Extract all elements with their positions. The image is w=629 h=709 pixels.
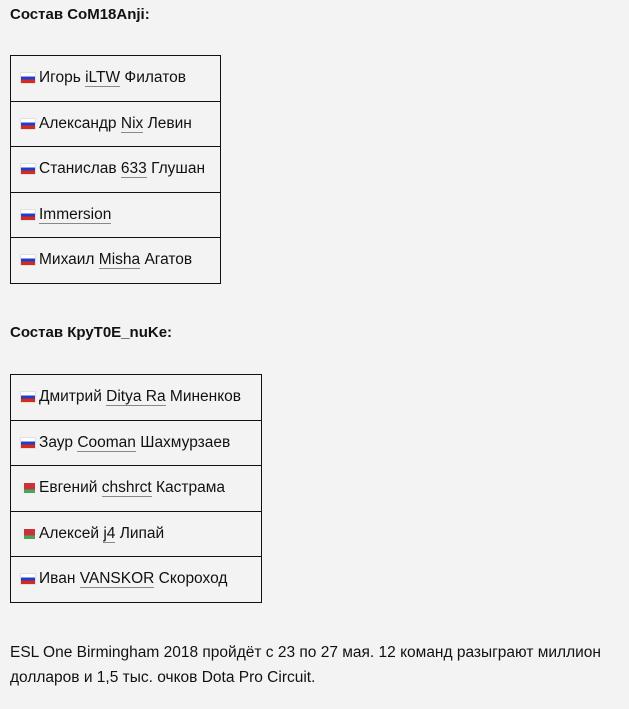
player-cell: Евгений chshrct Кастрама <box>10 465 262 512</box>
player-cell: Игорь iLTW Филатов <box>10 55 221 102</box>
russia-flag-icon <box>21 437 35 448</box>
player-first-name: Александр <box>39 114 117 132</box>
table-row: Евгений chshrct Кастрама <box>10 465 262 512</box>
player-cell: Дмитрий Ditya Ra Миненков <box>10 374 262 421</box>
player-nickname-link[interactable]: Ditya Ra <box>106 388 166 407</box>
player-nickname-link[interactable]: chshrct <box>101 479 152 498</box>
player-nickname-link[interactable]: iLTW <box>85 69 121 88</box>
table-row: Дмитрий Ditya Ra Миненков <box>10 374 262 421</box>
table-row: Станислав 633 Глушан <box>10 146 221 193</box>
player-last-name: Левин <box>147 114 192 132</box>
russia-flag-icon <box>21 164 35 175</box>
player-first-name: Евгений <box>39 479 98 497</box>
player-nickname-link[interactable]: Immersion <box>39 205 112 224</box>
player-cell: Immersion <box>10 191 221 238</box>
team-2-roster: Дмитрий Ditya Ra Миненков Заур Cooman Шах… <box>10 374 262 603</box>
player-nickname-link[interactable]: Nix <box>120 114 144 133</box>
player-first-name: Игорь <box>39 69 81 87</box>
player-last-name: Шахмурзаев <box>140 433 231 451</box>
player-last-name: Липай <box>119 524 165 542</box>
player-last-name: Филатов <box>124 69 186 87</box>
table-row: Александр Nix Левин <box>10 100 221 147</box>
player-first-name: Дмитрий <box>39 388 102 406</box>
russia-flag-icon <box>21 73 35 84</box>
player-nickname-link[interactable]: Cooman <box>77 433 136 452</box>
table-row: Заур Cooman Шахмурзаев <box>10 419 262 466</box>
player-nickname-link[interactable]: Misha <box>98 251 141 270</box>
player-nickname-link[interactable]: 633 <box>120 160 147 179</box>
player-first-name: Алексей <box>39 524 99 542</box>
player-nickname-link[interactable]: VANSKOR <box>79 570 155 589</box>
player-cell: Алексей j4 Липай <box>10 510 262 557</box>
table-row: Игорь iLTW Филатов <box>10 55 221 102</box>
russia-flag-icon <box>21 209 35 220</box>
player-cell: Александр Nix Левин <box>10 100 221 147</box>
russia-flag-icon <box>21 118 35 129</box>
table-row: Immersion <box>10 191 221 238</box>
player-cell: Михаил Misha Агатов <box>10 237 221 284</box>
player-cell: Станислав 633 Глушан <box>10 146 221 193</box>
belarus-flag-icon <box>21 528 35 539</box>
player-nickname-link[interactable]: j4 <box>103 524 116 543</box>
player-first-name: Станислав <box>39 160 117 178</box>
player-first-name: Михаил <box>39 251 95 269</box>
player-last-name: Скороход <box>158 570 228 588</box>
player-first-name: Иван <box>39 570 76 588</box>
table-row: Иван VANSKOR Скороход <box>10 556 262 603</box>
player-first-name: Заур <box>39 433 74 451</box>
player-cell: Иван VANSKOR Скороход <box>10 556 262 603</box>
player-last-name: Миненков <box>169 388 242 406</box>
player-last-name: Агатов <box>144 251 193 269</box>
team-1-roster: Игорь iLTW Филатов Александр Nix Левин Ста… <box>10 55 221 284</box>
team-2-title: Состав КруТ0Е_nuKe: <box>10 324 173 341</box>
table-row: Алексей j4 Липай <box>10 510 262 557</box>
belarus-flag-icon <box>21 483 35 494</box>
team-1-title: Состав CoM18Anji: <box>10 6 150 23</box>
article-paragraph: ESL One Birmingham 2018 пройдёт с 23 по … <box>10 644 601 686</box>
player-cell: Заур Cooman Шахмурзаев <box>10 419 262 466</box>
russia-flag-icon <box>21 255 35 266</box>
player-last-name: Кастрама <box>155 479 226 497</box>
russia-flag-icon <box>21 574 35 585</box>
russia-flag-icon <box>21 392 35 403</box>
player-last-name: Глушан <box>151 160 206 178</box>
table-row: Михаил Misha Агатов <box>10 237 221 284</box>
